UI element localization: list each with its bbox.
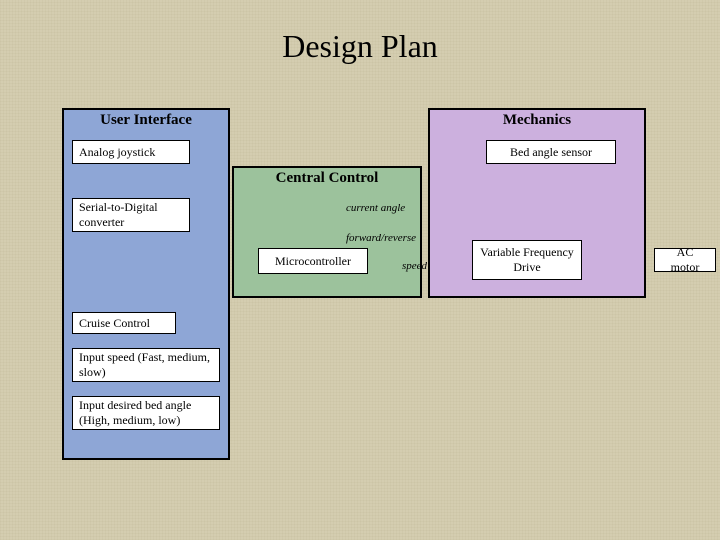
panel-user-interface-title: User Interface <box>64 112 228 129</box>
box-cruise-control: Cruise Control <box>72 312 176 334</box>
panel-mechanics-title: Mechanics <box>430 112 644 129</box>
box-bed-angle-sensor: Bed angle sensor <box>486 140 616 164</box>
box-input-speed: Input speed (Fast, medium, slow) <box>72 348 220 382</box>
box-bed-angle-sensor-label: Bed angle sensor <box>510 145 592 160</box>
box-ac-motor: AC motor <box>654 248 716 272</box>
box-ac-motor-label: AC motor <box>661 245 709 275</box>
edge-label-current-angle: current angle <box>346 202 405 214</box>
box-variable-frequency-drive: Variable Frequency Drive <box>472 240 582 280</box>
box-analog-joystick: Analog joystick <box>72 140 190 164</box>
box-serial-to-digital-label: Serial-to-Digital converter <box>79 200 183 230</box>
box-input-speed-label: Input speed (Fast, medium, slow) <box>79 350 213 380</box>
edge-label-forward-reverse: forward/reverse <box>346 232 416 244</box>
box-vfd-label: Variable Frequency Drive <box>479 245 575 275</box>
box-microcontroller: Microcontroller <box>258 248 368 274</box>
box-analog-joystick-label: Analog joystick <box>79 145 155 160</box>
panel-central-control-title: Central Control <box>234 170 420 187</box>
box-cruise-control-label: Cruise Control <box>79 316 150 331</box>
box-input-angle: Input desired bed angle (High, medium, l… <box>72 396 220 430</box>
edge-label-speed: speed <box>402 260 427 272</box>
box-microcontroller-label: Microcontroller <box>275 254 351 269</box>
page-title: Design Plan <box>0 28 720 65</box>
box-input-angle-label: Input desired bed angle (High, medium, l… <box>79 398 213 428</box>
box-serial-to-digital: Serial-to-Digital converter <box>72 198 190 232</box>
